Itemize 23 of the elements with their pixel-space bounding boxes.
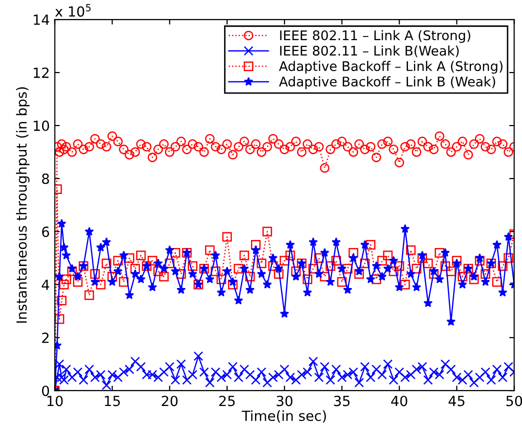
y-axis-title: Instantaneous throughput (in bps) [16, 87, 30, 323]
text: x 10$^{5}$ [55, 4, 91, 17]
y-tick-label: 8 [42, 174, 49, 184]
x-tick-label: 50 [506, 396, 522, 406]
x-tick-label: 30 [276, 396, 292, 406]
y-tick-label: 2 [42, 332, 49, 343]
y-tick-label: 14 [34, 14, 50, 25]
x-tick-label: 20 [162, 396, 178, 406]
legend-label: IEEE 802.11 – Link B(Weak) [280, 45, 459, 58]
legend-label: Adaptive Backoff – Link B (Weak) [279, 76, 496, 90]
x-tick-label: 40 [391, 396, 408, 406]
y-tick-label: 6 [42, 226, 50, 238]
y-tick-label: 4 [42, 280, 50, 290]
y-tick-label: 10 [34, 120, 50, 132]
x-axis-title: Time(in sec) [242, 410, 326, 423]
legend-label: Adaptive Backoff – Link A (Strong) [279, 60, 502, 74]
y-tick-label: 12 [34, 68, 49, 78]
legend-label: IEEE 802.11 – Link A (Strong) [280, 30, 470, 43]
x-tick-label: 25 [219, 396, 235, 406]
x-tick-label: 35 [334, 396, 350, 406]
x-tick-label: 15 [104, 396, 120, 406]
x-tick-label: 45 [448, 396, 464, 406]
y-tick-label: 0 [42, 386, 50, 396]
